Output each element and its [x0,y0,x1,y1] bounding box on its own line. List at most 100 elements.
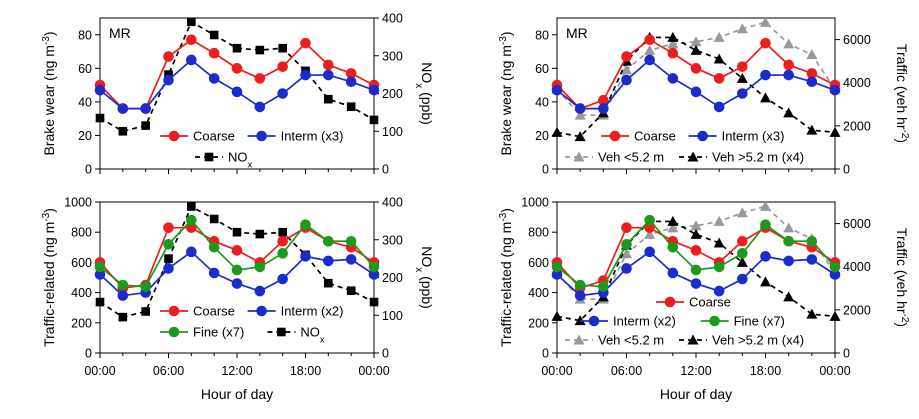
legend-label: Coarse [634,129,676,144]
legend-label: Veh >5.2 m (x4) [712,150,804,165]
data-point [621,248,632,259]
y-tick-label: 800 [71,226,92,240]
data-point [254,101,266,113]
y2-tick-label: 2000 [843,303,871,317]
y2-tick-label: 400 [382,196,403,210]
y-axis-label-sup: -3 [41,36,52,45]
data-point [806,235,818,247]
legend-swatch-marker [609,130,621,142]
data-point [713,73,725,84]
legend-swatch-marker [204,152,214,162]
data-point [209,214,219,224]
data-point [300,219,311,230]
data-point [95,297,105,307]
y2-tick-label: 300 [382,233,403,247]
y2-tick-label: 0 [843,347,850,361]
data-point [736,23,748,34]
data-point [713,53,725,64]
data-point [323,255,334,267]
data-point [117,279,129,291]
x-axis-label: Hour of day [201,386,273,402]
data-point [667,242,679,253]
y2-tick-label: 2000 [843,119,871,133]
legend-label-text: Interm (x2) [613,314,676,329]
y-tick-label: 1000 [64,196,92,210]
data-point [621,64,632,75]
data-point [783,255,794,267]
data-point [644,44,656,55]
y2-axis-label-base: Traffic (veh hr [894,44,910,130]
data-point [300,37,311,49]
legend-swatch-marker [168,326,180,338]
data-point [713,285,725,297]
data-point [369,297,379,307]
legend-item: NOx [195,150,253,170]
data-point [323,235,334,247]
series-fine-x7- [551,214,841,292]
y-tick-label: 40 [78,95,92,109]
x-tick-label: 18:00 [290,364,321,378]
data-point [345,235,357,247]
data-point [277,273,288,285]
y-tick-label: 400 [528,286,549,300]
data-point [760,69,771,81]
y2-tick-label: 4000 [843,260,871,274]
y2-axis-label: Traffic (veh hr-2) [894,228,911,327]
data-point [231,63,243,74]
data-point [346,286,356,296]
legend-label-text: Interm (x2) [281,304,344,319]
data-point [806,308,818,319]
y-tick-label: 0 [542,163,549,177]
series-fine-x7- [94,214,380,292]
data-point [163,222,174,233]
legend-label-sub: x [248,159,253,170]
legend-label-text: Coarse [193,129,235,144]
data-point [783,69,794,81]
data-point [574,103,586,114]
y2-axis-label-rest: (ppb) [419,272,435,309]
legend-label: Interm (x3) [281,129,344,144]
data-point [829,126,841,137]
legend-swatch-marker [687,334,699,345]
data-point [644,228,656,239]
y-axis-label: Traffic-related (ng m-3) [498,208,515,347]
data-point [117,103,129,114]
data-point [574,109,586,120]
y2-tick-label: 6000 [843,33,871,47]
data-point [231,264,243,276]
legend-label: Interm (x2) [613,314,676,329]
legend-label: Fine (x7) [734,314,785,329]
data-point [621,51,632,62]
data-point [368,261,380,273]
y-tick-label: 400 [71,286,92,300]
legend-label: Coarse [193,129,235,144]
data-point [164,70,173,79]
data-point [140,103,151,114]
legend-label-text: Veh <5.2 m [598,150,664,165]
data-point [186,246,197,258]
data-point [644,54,655,66]
legend-label: NOx [300,325,325,346]
legend-swatch-marker [588,315,600,327]
data-point [574,131,586,142]
legend-item: Veh <5.2 m [565,333,664,348]
data-point [621,222,632,233]
y-axis-label-close: ) [498,31,514,36]
data-point [300,251,311,262]
y-axis-label: Brake wear (ng m-3) [41,31,58,155]
data-point [323,59,334,71]
legend-label-text: Veh >5.2 m (x4) [712,333,804,348]
y-axis-label-sup: -3 [498,36,509,45]
data-point [737,273,748,285]
y2-tick-label: 6000 [843,217,871,231]
y2-tick-label: 300 [382,49,403,63]
y2-axis-label-sup: -2 [900,314,911,323]
x-tick-label: 12:00 [221,364,252,378]
panel-bottom-left: 0 200 400 600 800 1000 0 100 200 300 400 00:00 06:00… [41,196,436,403]
data-point [278,43,287,53]
data-point [829,261,841,273]
legend-label-text: Coarse [193,304,235,319]
legend-item: Coarse [160,129,235,144]
data-point [736,207,748,218]
data-point [574,290,586,301]
